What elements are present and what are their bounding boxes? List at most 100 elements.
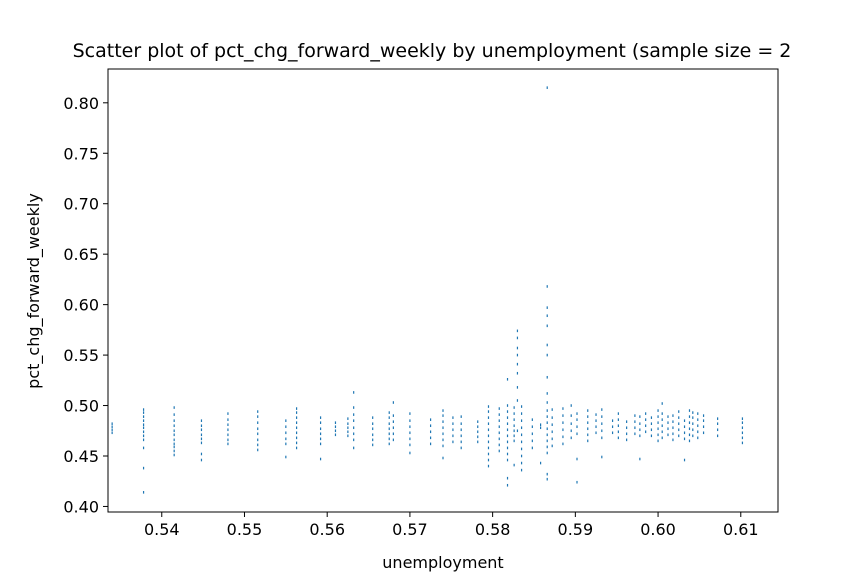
data-point (595, 413, 597, 416)
data-point (173, 406, 175, 409)
data-point (227, 442, 229, 446)
data-point (392, 401, 394, 404)
data-point (257, 438, 259, 442)
data-point (506, 422, 509, 425)
data-point (587, 433, 589, 437)
data-point (498, 431, 500, 435)
data-point (540, 426, 542, 430)
y-axis: 0.40 0.45 0.50 0.55 0.60 0.65 0.70 0.75 0.80 (63, 94, 108, 516)
data-point (200, 419, 203, 422)
x-tick-label: 0.58 (475, 520, 511, 539)
data-point (477, 420, 479, 423)
data-point (678, 416, 680, 419)
data-point (702, 425, 705, 429)
data-point (570, 429, 572, 433)
data-point (388, 432, 390, 436)
data-point (353, 413, 355, 416)
data-point (634, 414, 636, 417)
data-point (516, 336, 519, 340)
data-point (513, 429, 515, 433)
data-point (540, 461, 542, 465)
data-point (347, 430, 349, 434)
data-point (520, 454, 523, 458)
data-point (661, 418, 663, 421)
data-point (142, 419, 145, 422)
data-point (657, 427, 659, 431)
data-point (295, 411, 298, 414)
data-point (520, 461, 523, 465)
data-point (285, 425, 287, 429)
data-point (319, 421, 322, 424)
data-point (688, 415, 691, 418)
data-point (639, 422, 641, 425)
data-point (477, 425, 479, 429)
data-point (697, 424, 699, 428)
data-point (667, 427, 669, 431)
data-point (319, 432, 322, 436)
data-point (506, 434, 509, 438)
data-point (506, 416, 509, 419)
data-point (741, 441, 744, 445)
data-point (442, 426, 444, 430)
y-tick-label: 0.50 (63, 397, 99, 416)
data-point (487, 452, 490, 456)
data-point (741, 426, 744, 430)
data-point (200, 437, 203, 441)
data-point (546, 445, 548, 449)
data-point (717, 428, 719, 432)
data-point (683, 431, 686, 435)
data-point (702, 431, 705, 435)
data-point (520, 426, 523, 430)
data-point (587, 409, 589, 412)
data-point (257, 421, 259, 424)
data-point (506, 404, 509, 407)
data-point (634, 432, 636, 436)
data-point (562, 421, 564, 424)
data-point (295, 416, 298, 419)
data-point (516, 362, 519, 366)
data-point (429, 430, 432, 434)
data-point (460, 422, 462, 425)
data-point (645, 412, 647, 415)
data-point (506, 483, 509, 487)
data-point (570, 414, 572, 417)
data-point (601, 436, 603, 440)
data-point (576, 480, 578, 484)
chart-title: Scatter plot of pct_chg_forward_weekly b… (73, 40, 792, 62)
data-point (531, 432, 533, 436)
data-point (173, 433, 175, 437)
data-point (531, 418, 533, 421)
data-point (576, 457, 578, 461)
data-point (173, 438, 175, 442)
data-point (388, 437, 390, 441)
data-point (442, 409, 444, 412)
data-point (257, 443, 259, 447)
data-point (409, 412, 411, 415)
data-point (683, 437, 686, 441)
x-tick-label: 0.55 (227, 520, 263, 539)
data-point (678, 422, 680, 425)
data-point (688, 427, 691, 431)
data-point (672, 426, 674, 430)
data-point (388, 411, 390, 414)
data-point (111, 431, 113, 435)
data-point (531, 446, 533, 450)
data-point (388, 427, 390, 431)
x-tick-label: 0.54 (144, 520, 180, 539)
data-point (506, 378, 509, 381)
data-point (513, 434, 515, 438)
data-point (611, 431, 614, 435)
data-point (142, 408, 145, 411)
data-point (442, 438, 444, 442)
data-point (546, 306, 548, 309)
data-point (516, 346, 519, 350)
data-point (546, 477, 548, 481)
data-point (639, 457, 641, 461)
data-point (498, 419, 500, 422)
data-point (650, 428, 653, 432)
data-point (672, 420, 674, 423)
data-point (595, 431, 597, 435)
data-point (142, 438, 145, 442)
data-point (601, 455, 603, 459)
data-point (487, 428, 490, 432)
